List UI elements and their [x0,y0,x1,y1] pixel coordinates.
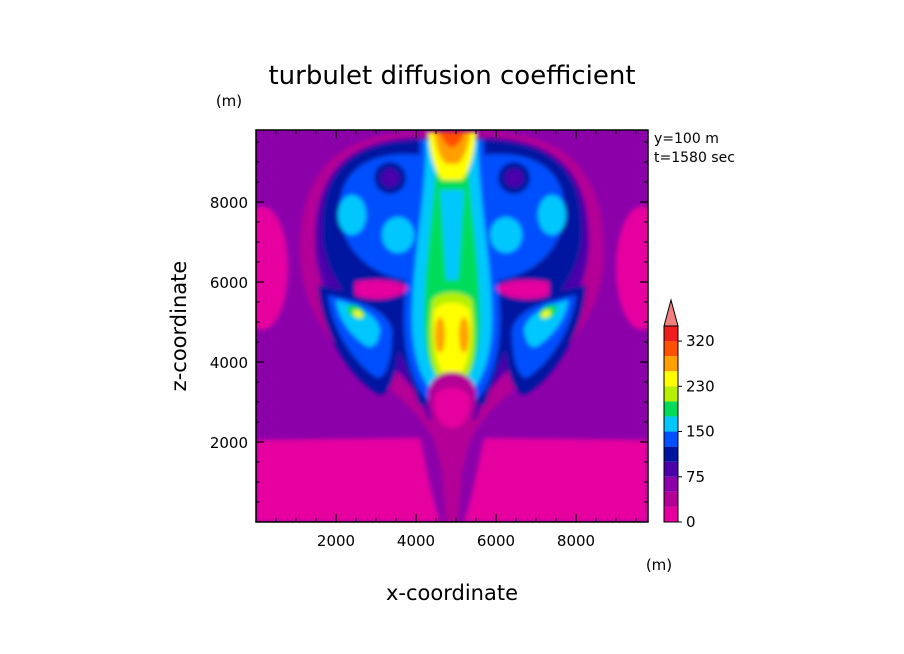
right-wing-cyan [524,300,568,347]
colorbar: 0 75 150 230 320 [663,298,715,531]
y-unit-label: (m) [216,92,242,110]
left-wing-yellow [353,310,363,318]
colorbar-segment [664,446,678,462]
y-tick-label: 2000 [210,434,248,452]
colorbar-label: 75 [686,468,705,486]
x-tick-label: 2000 [317,532,355,550]
plot-frame [255,129,649,523]
magenta-region-right [616,206,648,330]
colorbar-segment [664,476,678,492]
colorbar-label: 150 [686,423,715,441]
magenta-region-left [256,206,288,330]
magenta-region-lower-left [256,438,440,522]
right-notch-magenta [496,280,549,300]
left-eye-violet [381,169,399,187]
x-tick-label: 8000 [557,532,595,550]
colorbar-segment [664,326,678,342]
colorbar-segment [664,431,678,447]
colorbar-segment [664,461,678,477]
bulb-magenta [434,388,470,428]
colorbar-segment [664,506,678,522]
x-unit-label: (m) [646,556,672,574]
right-lobe-cyan-lower [490,217,522,253]
colorbar-segment [664,401,678,417]
colorbar-label: 0 [686,513,696,531]
colorbar-segment [664,491,678,507]
colorbar-segment [664,356,678,372]
top-red [440,132,464,148]
magenta-region-lower-right [464,438,648,522]
y-tick-label: 4000 [210,354,248,372]
right-eye-violet [505,169,523,187]
y-axis: 2000 4000 6000 8000 [210,141,648,503]
y-tick-label: 6000 [210,274,248,292]
colorbar-extend-arrow [663,298,679,327]
stem-purple [440,440,464,522]
colorbar-label: 320 [686,332,715,350]
left-lobe-cyan-lower [382,217,414,253]
left-notch-magenta [355,280,408,300]
y-tick-label: 8000 [210,194,248,212]
column-upper-cyan-gap [440,190,464,280]
right-lobe-cyan-upper [538,195,566,235]
colorbar-segment [664,341,678,357]
x-axis: 2000 4000 6000 8000 [275,130,637,550]
x-tick-label: 6000 [477,532,515,550]
column-orange-left [435,317,445,353]
plot-area [256,130,648,522]
colorbar-segment [664,386,678,402]
left-wing-cyan [336,300,380,347]
y-axis-label: z-coordinate [167,261,191,392]
x-axis-label: x-coordinate [386,581,518,605]
x-tick-label: 4000 [397,532,435,550]
annotation-y: y=100 m [654,131,719,147]
right-wing-yellow [541,310,551,318]
colorbar-segment [664,416,678,432]
annotation-t: t=1580 sec [654,150,735,166]
column-orange-right [459,317,469,353]
left-lobe-cyan-upper [338,195,366,235]
colorbar-segment [664,371,678,387]
chart-title: turbulet diffusion coefficient [268,61,635,91]
colorbar-label: 230 [686,377,715,395]
